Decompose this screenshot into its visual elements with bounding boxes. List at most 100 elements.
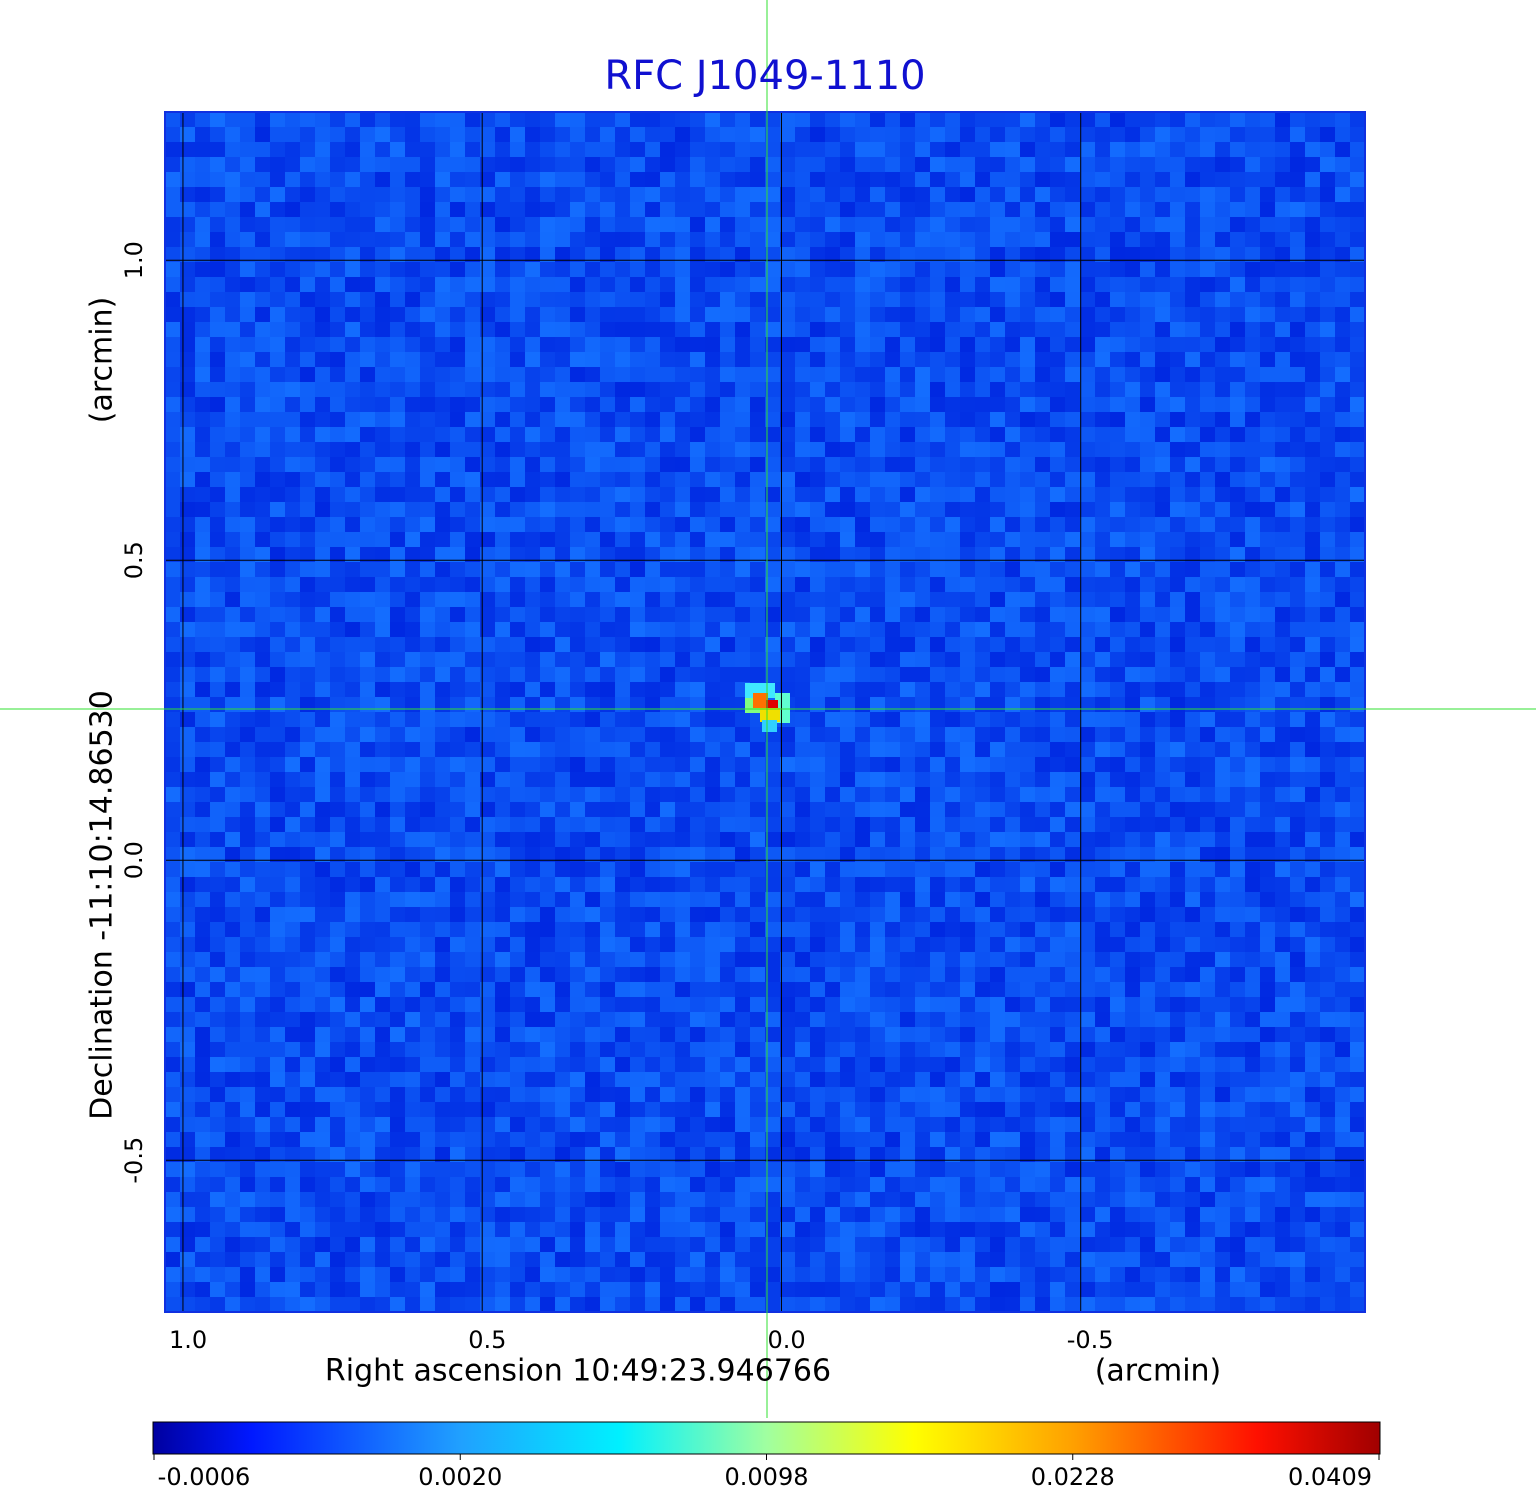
pixel [315,217,330,232]
pixel [1095,502,1110,517]
pixel [660,127,675,142]
pixel [1020,967,1035,982]
pixel [1125,817,1140,832]
pixel [1335,1012,1350,1027]
pixel [540,682,555,697]
pixel [765,832,780,847]
pixel [270,547,285,562]
pixel [945,652,960,667]
pixel [1185,352,1200,367]
pixel [1155,412,1170,427]
pixel [225,457,240,472]
pixel [1065,547,1080,562]
pixel [795,592,810,607]
pixel [1095,562,1110,577]
pixel [180,757,195,772]
pixel [180,637,195,652]
pixel [540,442,555,457]
pixel [315,532,330,547]
pixel [720,277,735,292]
pixel [795,277,810,292]
pixel [660,337,675,352]
pixel [855,202,870,217]
pixel [285,427,300,442]
pixel [1005,337,1020,352]
pixel [1065,802,1080,817]
pixel [1080,172,1095,187]
pixel [450,937,465,952]
pixel [1245,682,1260,697]
pixel [255,442,270,457]
pixel [675,442,690,457]
pixel [450,517,465,532]
pixel [900,172,915,187]
pixel [330,487,345,502]
pixel [885,427,900,442]
pixel [555,952,570,967]
pixel [330,412,345,427]
pixel [420,727,435,742]
pixel [1350,667,1365,682]
pixel [750,112,765,127]
pixel [1335,172,1350,187]
pixel [555,517,570,532]
pixel [1110,847,1125,862]
pixel [465,502,480,517]
pixel [285,352,300,367]
pixel [1110,862,1125,877]
pixel [630,892,645,907]
pixel [825,967,840,982]
pixel [735,382,750,397]
pixel [1275,682,1290,697]
pixel [555,607,570,622]
pixel [1125,622,1140,637]
pixel [975,712,990,727]
pixel [1005,952,1020,967]
pixel [870,817,885,832]
pixel [1260,967,1275,982]
pixel [1215,622,1230,637]
pixel [765,562,780,577]
pixel [525,322,540,337]
pixel [1185,112,1200,127]
pixel [1155,337,1170,352]
pixel [720,652,735,667]
pixel [435,922,450,937]
pixel [735,787,750,802]
pixel [1305,1012,1320,1027]
pixel [1215,847,1230,862]
pixel [1140,667,1155,682]
pixel [570,682,585,697]
pixel [975,217,990,232]
pixel [735,427,750,442]
pixel [480,982,495,997]
pixel [375,877,390,892]
pixel [630,187,645,202]
pixel [915,937,930,952]
pixel [435,1027,450,1042]
pixel [315,457,330,472]
pixel [1335,952,1350,967]
pixel [300,412,315,427]
pixel [525,787,540,802]
pixel [1275,232,1290,247]
pixel [450,202,465,217]
pixel [1110,1027,1125,1042]
pixel [1110,1012,1125,1027]
pixel [420,577,435,592]
pixel [165,682,180,697]
pixel [585,172,600,187]
pixel [1005,817,1020,832]
pixel [585,262,600,277]
pixel [195,307,210,322]
pixel [1350,262,1365,277]
pixel [165,667,180,682]
pixel [870,382,885,397]
pixel [765,907,780,922]
pixel [420,457,435,472]
pixel [840,832,855,847]
pixel [750,982,765,997]
pixel [1035,127,1050,142]
pixel [375,532,390,547]
pixel [780,487,795,502]
